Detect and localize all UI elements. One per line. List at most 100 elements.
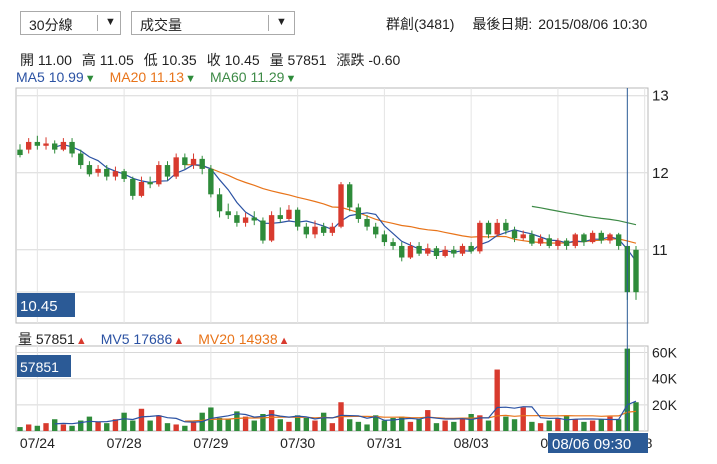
legend-item: MV5 17686▲ (101, 331, 185, 347)
legend-item: MA60 11.29▼ (210, 69, 296, 85)
mv20-line (184, 410, 637, 422)
volume-bar (277, 419, 283, 431)
candle-body (95, 168, 101, 173)
cursor-date-box (548, 433, 648, 453)
volume-bar (511, 419, 518, 431)
volume-bar (86, 416, 93, 431)
update-time: 2015/08/06 10:30 (538, 16, 648, 32)
volume-bar (390, 417, 396, 431)
volume-bar (138, 408, 145, 431)
volume-bar (555, 417, 561, 431)
candle-body (286, 209, 292, 219)
volume-bar (312, 420, 318, 431)
legend-item: MV20 14938▲ (198, 331, 289, 347)
candle-body (320, 226, 327, 233)
volume-bar (121, 412, 127, 431)
price-tick-label: 11 (652, 242, 668, 259)
candle-body (338, 184, 344, 227)
update-label: 最後日期: (472, 16, 533, 32)
legend-label: MV20 (198, 331, 239, 347)
volume-tag: 57851 (20, 359, 59, 375)
price-panel (15, 87, 649, 324)
x-tick-label: 07/29 (193, 435, 228, 451)
candle-body (555, 240, 561, 246)
volume-bar (303, 417, 309, 431)
volume-bar (320, 412, 327, 431)
candle-body (199, 158, 205, 169)
candle-body (615, 234, 622, 246)
candle-body (112, 171, 119, 177)
volume-bar (442, 420, 448, 431)
quote-label: 低 (143, 52, 162, 68)
volume-bar (69, 425, 75, 431)
candle-body (130, 178, 136, 196)
volume-bar (477, 415, 483, 431)
candle-body (407, 245, 414, 258)
quote-item: 高 11.05 (82, 52, 134, 68)
candle-body (182, 157, 188, 166)
volume-bar (104, 423, 110, 431)
triangle-down-icon: ▼ (84, 73, 96, 85)
legend-label: MA20 (109, 69, 151, 85)
indicator-select[interactable]: 成交量 ▼ (131, 11, 295, 35)
volume-bar (572, 419, 578, 431)
volume-bar (156, 415, 162, 431)
quote-value: 11.00 (37, 52, 72, 68)
cursor-date-label: 08/06 09:30 (552, 436, 631, 453)
candle-body (104, 168, 110, 177)
quote-value: 57851 (287, 52, 327, 68)
candle-body (164, 165, 171, 177)
legend-label: 量 (18, 331, 36, 347)
candle-body (581, 234, 587, 243)
volume-bar (563, 415, 570, 431)
indicator-select-value: 成交量 (140, 17, 182, 33)
quote-row: 開 11.00 高 11.05 低 10.35 收 10.45 量 57851 漲跌 -0… (20, 50, 410, 70)
price-tick-label: 13 (652, 88, 669, 105)
volume-bar (459, 417, 466, 431)
volume-bar (43, 423, 49, 431)
candle-body (303, 226, 309, 235)
price-tick-label: 12 (652, 165, 669, 182)
volume-bar (589, 420, 596, 431)
ma60-line (531, 205, 637, 226)
candle-body (537, 238, 544, 244)
candle-body (503, 222, 509, 231)
legend-value: 11.13 (150, 69, 185, 85)
quote-label: 高 (81, 52, 100, 68)
candle-body (138, 182, 145, 196)
volume-tag-box (17, 355, 71, 377)
candle-body (529, 234, 535, 244)
quote-item: 量 57851 (270, 52, 327, 68)
legend-label: MA5 (16, 69, 49, 85)
quote-item: 開 11.00 (20, 52, 72, 68)
candle-body (416, 245, 422, 254)
interval-select-value: 30分線 (29, 17, 73, 33)
candle-body (34, 141, 41, 146)
candle-body (355, 207, 362, 219)
candle-body (121, 171, 127, 179)
candle-body (312, 226, 318, 235)
volume-bar (242, 416, 249, 431)
candle-body (477, 222, 483, 252)
candle-body (260, 220, 266, 241)
volume-bar (130, 420, 136, 431)
candle-body (494, 222, 500, 235)
candle-body (69, 141, 75, 154)
volume-bar (364, 424, 370, 431)
volume-bar (251, 420, 257, 431)
candle-body (425, 248, 431, 254)
quote-label: 漲跌 (336, 52, 369, 68)
volume-bar (147, 420, 153, 431)
interval-select[interactable]: 30分線 ▼ (20, 11, 121, 35)
volume-bar (95, 421, 101, 431)
volume-bar (355, 421, 362, 431)
candle-body (607, 234, 613, 241)
candle-body (442, 249, 448, 256)
candle-body (520, 234, 526, 239)
volume-bar (529, 421, 535, 431)
quote-value: 10.35 (161, 52, 197, 68)
volume-bar (381, 420, 388, 431)
volume-bar (581, 421, 587, 431)
quote-item: 漲跌 -0.60 (336, 52, 400, 68)
